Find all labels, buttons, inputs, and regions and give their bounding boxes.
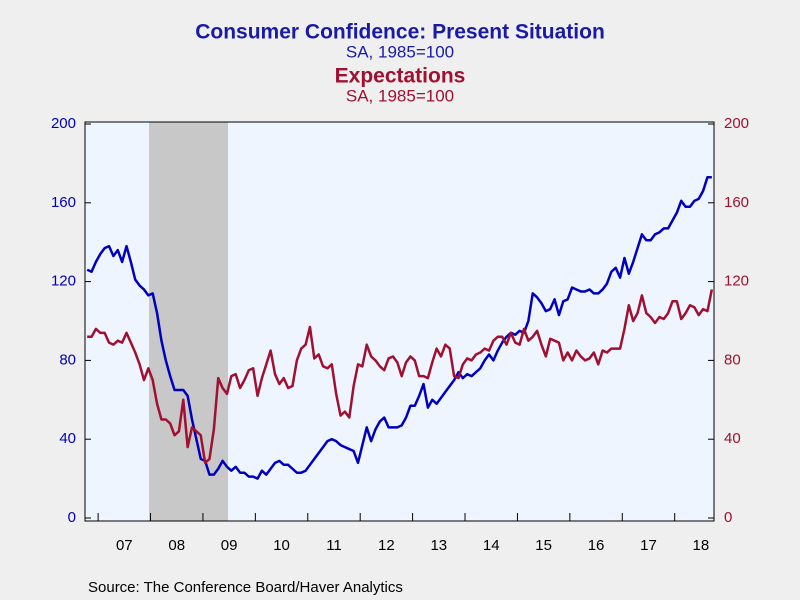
y-tick-label: 120 [51,273,76,290]
y2-tick-label: 200 [724,115,749,132]
x-tick-label: 10 [273,537,290,554]
y2-tick-label: 120 [724,273,749,290]
x-tick-label: 12 [378,537,395,554]
y2-tick-label: 0 [724,509,732,526]
series-line [86,175,712,480]
y-tick-label: 160 [51,194,76,211]
y2-tick-label: 160 [724,194,749,211]
x-tick-label: 07 [116,537,133,554]
y2-tick-label: 80 [724,351,741,368]
y-tick-label: 200 [51,115,76,132]
title: Consumer Confidence: Present Situation [195,21,605,44]
x-tick-label: 17 [640,537,657,554]
series-line [87,289,714,465]
y-tick-label: 80 [59,351,76,368]
x-tick-label: 15 [535,537,552,554]
y-tick-label: 0 [68,509,76,526]
x-tick-label: 08 [168,537,185,554]
title: Expectations [335,65,466,88]
subtitle: SA, 1985=100 [346,86,454,105]
x-tick-label: 13 [430,537,447,554]
x-tick-label: 16 [588,537,605,554]
source: Source: The Conference Board/Haver Analy… [88,579,403,596]
y2-tick-label: 40 [724,430,741,447]
x-tick-label: 14 [483,537,500,554]
x-tick-label: 09 [221,537,238,554]
recession-shading [149,122,228,521]
plot-frame [84,121,715,522]
x-tick-label: 18 [693,537,710,554]
y-tick-label: 40 [59,430,76,447]
subtitle: SA, 1985=100 [346,42,454,61]
x-tick-label: 11 [326,537,342,554]
